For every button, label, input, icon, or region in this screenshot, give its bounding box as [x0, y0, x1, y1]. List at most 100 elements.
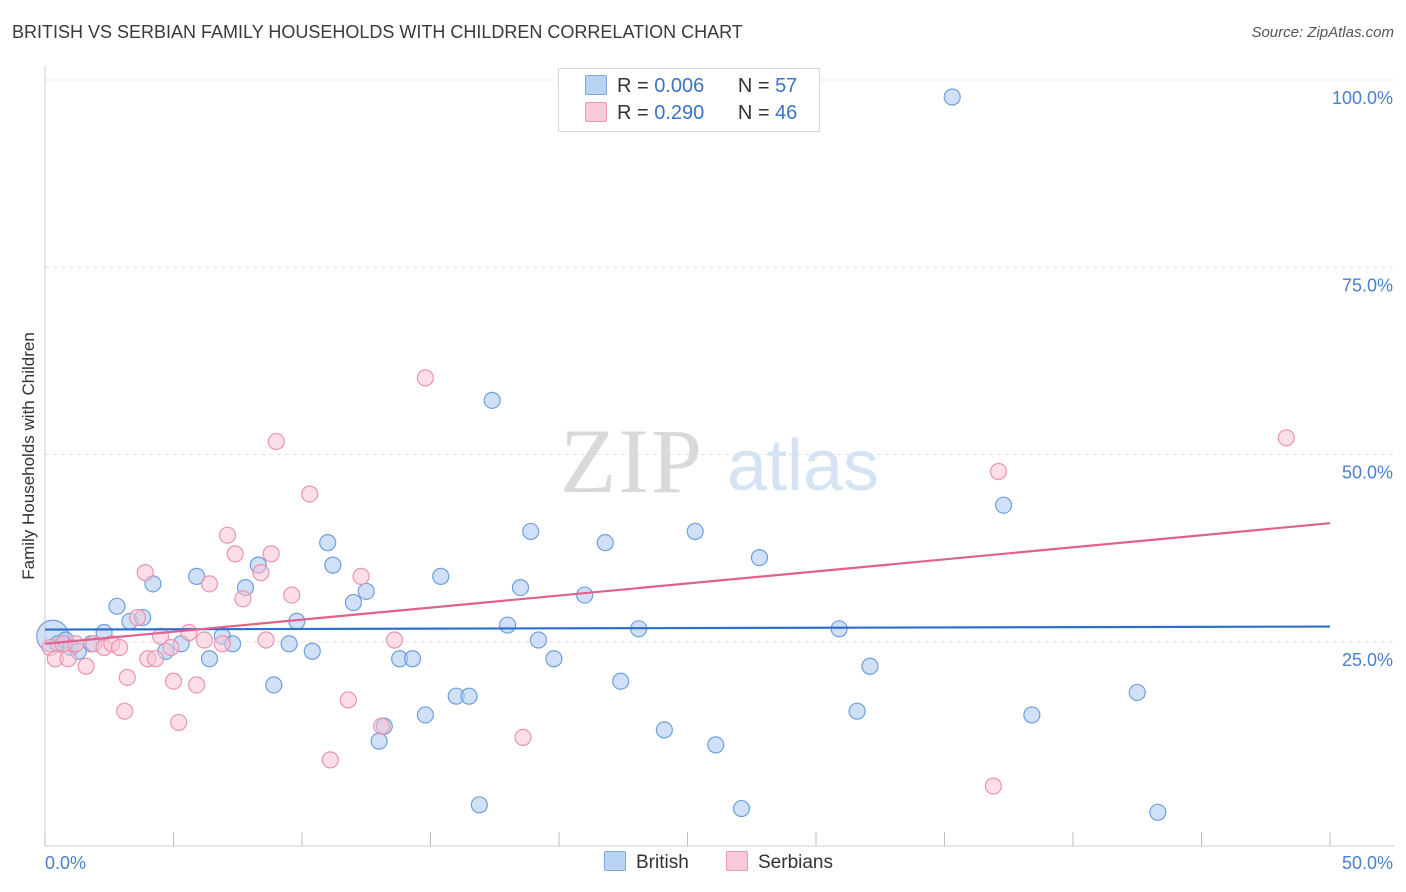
serbians-point-29: [257, 631, 275, 649]
serbians-r-label: R =: [617, 102, 649, 124]
british-point-47: [686, 522, 704, 541]
british-point-23: [319, 534, 337, 552]
british-point-27: [370, 732, 388, 750]
serbians-point-22: [195, 631, 213, 649]
y-tick-label-1: 75.0%: [1342, 275, 1393, 295]
x-tick-label-right: 50.0%: [1342, 853, 1393, 873]
serbians-legend-swatch: [726, 851, 748, 871]
british-point-58: [1149, 803, 1167, 821]
serbians-point-13: [136, 564, 154, 582]
british-n-value: 57: [775, 75, 798, 97]
british-n-label: N =: [737, 75, 770, 97]
serbians-trend-line: [44, 522, 1331, 645]
y-tick-label-3: 25.0%: [1342, 650, 1393, 670]
serbians-point-3: [59, 650, 77, 668]
british-point-7: [108, 597, 126, 615]
watermark: ZIP atlas: [560, 410, 879, 512]
serbians-point-26: [226, 545, 244, 563]
british-point-19: [265, 676, 283, 694]
british-point-43: [596, 534, 614, 552]
british-point-20: [280, 635, 298, 653]
legend-row-british: R = 0.006 N = 57: [585, 75, 797, 99]
british-point-36: [483, 391, 501, 409]
serbians-n-label: N =: [737, 102, 770, 124]
serbians-point-40: [514, 728, 532, 746]
x-tick-label-left: 0.0%: [45, 853, 86, 873]
source-label: Source: ZipAtlas.com: [1251, 24, 1394, 41]
bottom-legend-serbians[interactable]: Serbians: [726, 851, 833, 874]
british-point-37: [499, 616, 517, 634]
chart-title: BRITISH VS SERBIAN FAMILY HOUSEHOLDS WIT…: [12, 22, 743, 42]
serbians-n-value: 46: [775, 102, 798, 124]
british-legend-swatch: [604, 851, 626, 871]
legend-row-serbians: R = 0.290 N = 46: [585, 102, 797, 126]
serbians-point-36: [352, 567, 370, 585]
serbians-point-43: [1277, 429, 1295, 447]
serbians-point-20: [180, 623, 198, 642]
british-point-26: [357, 582, 375, 600]
axes: [44, 66, 1394, 847]
british-swatch: [585, 75, 607, 95]
serbians-point-39: [416, 369, 434, 387]
british-point-30: [403, 650, 422, 668]
british-point-25: [344, 593, 362, 612]
british-point-24: [324, 556, 342, 574]
british-point-50: [750, 549, 769, 567]
correlation-legend: R = 0.006 N = 57 R = 0.290 N = 46: [558, 68, 820, 132]
tick-labels: 100.0% 75.0% 50.0% 25.0% 0.0% 50.0%: [45, 88, 1393, 873]
british-trend-line: [44, 625, 1331, 631]
serbians-point-28: [252, 564, 270, 582]
british-point-56: [1023, 706, 1041, 724]
bottom-legend-british[interactable]: British: [604, 851, 689, 874]
serbians-point-32: [283, 586, 301, 604]
serbians-point-31: [267, 432, 285, 451]
serbians-point-30: [262, 545, 280, 563]
serbians-point-27: [234, 590, 252, 608]
serbians-point-41: [984, 777, 1002, 795]
serbians-point-10: [116, 702, 134, 720]
serbians-point-4: [67, 635, 85, 653]
british-point-54: [943, 88, 961, 106]
british-point-49: [732, 799, 751, 818]
british-point-41: [545, 650, 563, 668]
british-point-14: [200, 650, 219, 668]
british-point-57: [1128, 683, 1146, 702]
watermark-zip: ZIP: [560, 410, 704, 512]
serbians-point-24: [213, 635, 231, 653]
serbians-point-37: [373, 717, 391, 735]
serbians-point-17: [162, 638, 180, 657]
serbians-point-19: [170, 713, 188, 732]
serbians-point-5: [77, 657, 95, 675]
british-point-46: [655, 721, 673, 739]
serbians-point-33: [301, 485, 319, 503]
british-point-35: [470, 796, 488, 814]
trend-lines: [44, 522, 1331, 645]
british-point-40: [529, 631, 548, 649]
serbians-point-11: [118, 668, 136, 687]
watermark-atlas: atlas: [727, 426, 879, 506]
british-point-52: [848, 702, 866, 720]
british-point-39: [522, 522, 540, 541]
serbians-point-18: [164, 672, 183, 690]
serbians-point-9: [110, 638, 129, 657]
serbians-point-42: [989, 462, 1008, 481]
y-axis-label: Family Households with Children: [19, 332, 38, 580]
gridlines: [45, 79, 1394, 643]
british-point-48: [707, 736, 725, 754]
british-point-34: [460, 687, 478, 705]
serbians-point-25: [218, 526, 237, 544]
british-legend-label: British: [636, 852, 689, 873]
british-point-55: [995, 496, 1013, 514]
british-r-label: R =: [617, 75, 649, 97]
serbians-point-21: [188, 676, 206, 694]
serbians-swatch: [585, 102, 607, 122]
serbians-legend-label: Serbians: [758, 852, 833, 873]
y-tick-label-0: 100.0%: [1332, 88, 1393, 108]
serbians-point-15: [146, 650, 165, 668]
y-tick-label-2: 50.0%: [1342, 463, 1393, 483]
serbians-point-35: [339, 691, 357, 709]
british-r-value: 0.006: [654, 75, 705, 97]
british-point-32: [432, 567, 450, 585]
british-point-53: [861, 657, 879, 675]
